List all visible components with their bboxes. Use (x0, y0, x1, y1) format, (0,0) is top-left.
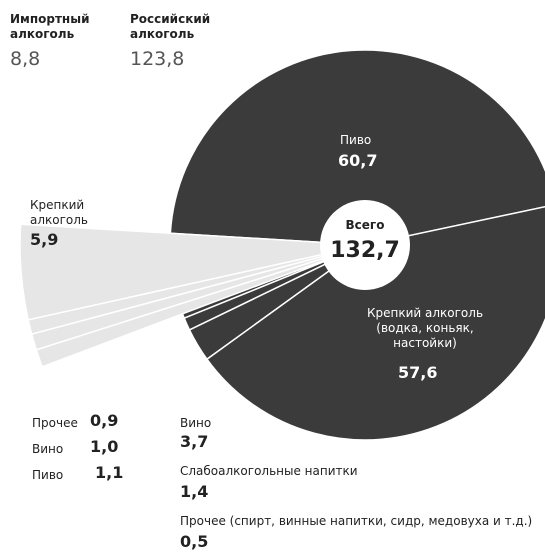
slice-label: Вино (180, 416, 211, 431)
value-label: 57,6 (398, 365, 437, 380)
group-total: 123,8 (130, 52, 184, 67)
slice-label: Прочее (спирт, винные напитки, сидр, мед… (180, 514, 532, 529)
value-label: 5,9 (30, 232, 58, 247)
value-label: 3,7 (180, 434, 208, 449)
group-total: 8,8 (10, 52, 40, 67)
slice-label: Пиво (32, 468, 63, 483)
value-label: 1,1 (95, 465, 123, 480)
infographic: Импортный алкоголь 8,8 Российский алкого… (0, 0, 545, 553)
slice-label: Крепкий алкоголь (водка, коньяк, настойк… (345, 306, 505, 351)
slice-label: Прочее (32, 416, 78, 431)
value-label: 0,5 (180, 534, 208, 549)
total-label: Всего (325, 218, 405, 233)
group-name: Импортный алкоголь (10, 12, 110, 42)
value-label: 60,7 (338, 153, 377, 168)
value-label: 0,9 (90, 413, 118, 428)
slice-label: Вино (32, 442, 63, 457)
value-label: 1,4 (180, 484, 208, 499)
value-label: 1,0 (90, 439, 118, 454)
slice-label: Слабоалкогольные напитки (180, 464, 358, 479)
slice-label: Крепкий алкоголь (30, 198, 110, 228)
slice-label: Пиво (340, 133, 371, 148)
total-value: 132,7 (325, 238, 405, 264)
group-name: Российский алкоголь (130, 12, 230, 42)
